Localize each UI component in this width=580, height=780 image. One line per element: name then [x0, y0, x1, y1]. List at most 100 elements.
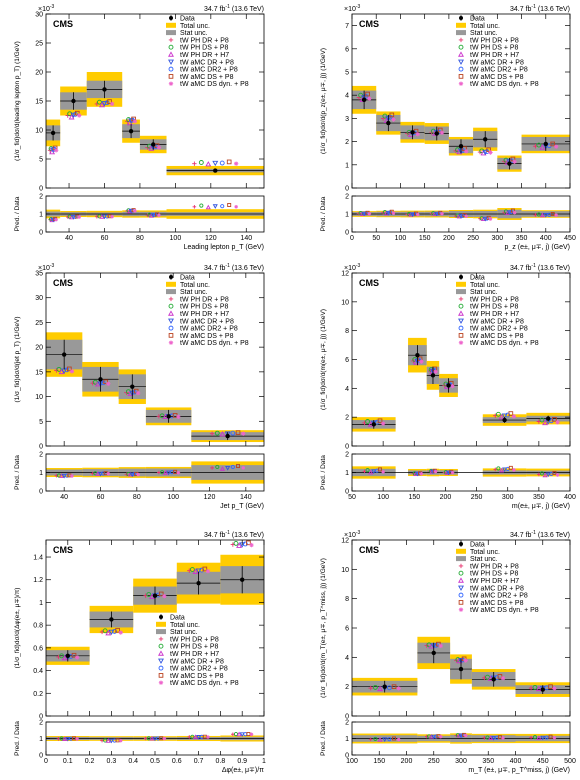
y-multiplier: ×10-3	[38, 263, 55, 272]
x-tick-label: 0.1	[63, 758, 73, 765]
x-tick-label: 200	[401, 758, 413, 765]
y-multiplier-exp: -3	[356, 263, 361, 269]
legend-label: tW PH DR + H7	[180, 311, 229, 318]
prediction-marker	[539, 144, 546, 150]
legend-label: tW aMC DS dyn. + P8	[470, 607, 539, 614]
ratio-prediction-marker	[368, 469, 374, 475]
x-tick-label: 400	[540, 235, 552, 242]
ratio-prediction-marker	[233, 732, 239, 737]
prediction-marker	[372, 684, 378, 690]
x-tick-label: 80	[136, 235, 144, 242]
legend-label: tW PH DR + P8	[170, 636, 219, 643]
ratio-prediction-marker	[70, 214, 77, 220]
legend-label: Total unc.	[170, 622, 200, 629]
ratio-axis-label: Pred. / Data	[320, 721, 327, 756]
prediction-marker	[246, 540, 251, 546]
x-tick-label: 60	[101, 235, 109, 242]
legend-label: tW PH DS + P8	[470, 304, 519, 311]
y-tick-label: 1.4	[33, 555, 43, 562]
ratio-prediction-marker	[463, 733, 468, 738]
legend-stat-swatch	[456, 289, 466, 295]
legend-m5-marker	[458, 325, 464, 331]
lumi-sup: -1	[225, 530, 230, 536]
ratio-prediction-marker	[70, 474, 74, 478]
prediction-marker	[224, 431, 231, 437]
ratio-prediction-marker	[77, 215, 81, 219]
ratio-prediction-marker	[146, 736, 151, 741]
prediction-marker	[209, 431, 215, 436]
ratio-prediction-marker	[104, 214, 110, 219]
ratio-prediction-marker	[392, 736, 397, 741]
ratio-y-tick-label: 0	[39, 489, 43, 496]
data-point	[540, 687, 545, 692]
x-tick-label: 0.3	[107, 758, 117, 765]
legend-label: Data	[470, 16, 485, 23]
x-tick-label: 1	[262, 758, 266, 765]
legend-m2-marker	[458, 44, 464, 50]
data-point	[546, 416, 551, 421]
ratio-prediction-marker	[227, 203, 232, 207]
y-tick-label: 5	[39, 157, 43, 164]
ratio-prediction-marker	[62, 736, 68, 742]
lumi-sup: -1	[531, 530, 536, 536]
data-point	[152, 593, 158, 598]
x-axis-label: Jet p_T (GeV)	[220, 503, 264, 510]
ratio-prediction-marker	[542, 472, 548, 478]
ratio-prediction-marker	[234, 205, 238, 209]
ratio-prediction-marker	[59, 473, 65, 478]
prediction-marker	[54, 368, 59, 373]
x-tick-label: 0.8	[216, 758, 226, 765]
ratio-prediction-marker	[365, 467, 370, 473]
legend-label: tW aMC DS + P8	[470, 333, 524, 340]
x-tick-label: 150	[408, 494, 420, 501]
legend-label: tW PH DR + P8	[180, 37, 229, 44]
x-axis-label: Δφ(e±, μ∓)/π	[222, 767, 264, 774]
legend-total-swatch	[456, 548, 466, 554]
lumi-value: 34.7 fb	[510, 532, 532, 539]
ratio-prediction-marker	[545, 472, 551, 478]
prediction-marker	[377, 685, 383, 692]
prediction-marker	[552, 686, 557, 691]
legend-label: tW aMC DS + P8	[470, 600, 524, 607]
legend-m1-marker	[158, 636, 164, 642]
ratio-prediction-marker	[381, 470, 385, 474]
legend-stat-swatch	[456, 30, 466, 36]
legend-m4-marker	[158, 658, 164, 664]
y-tick-label: 25	[35, 320, 43, 327]
prediction-marker	[539, 417, 545, 423]
ratio-prediction-marker	[206, 735, 210, 739]
lumi-label: 34.7 fb-1 (13.6 TeV)	[204, 263, 264, 272]
ratio-prediction-marker	[249, 732, 254, 737]
data-point	[102, 87, 107, 92]
legend-m7-marker	[458, 340, 464, 345]
data-point	[213, 168, 218, 173]
prediction-marker	[176, 414, 181, 420]
y-tick-label: 12	[341, 538, 349, 545]
legend-label: tW aMC DS dyn. + P8	[180, 81, 249, 88]
ratio-prediction-marker	[482, 216, 488, 222]
lumi-tail: (13.6 TeV)	[230, 532, 264, 539]
legend-label: tW PH DS + P8	[180, 304, 229, 311]
legend-label: tW aMC DS + P8	[470, 74, 524, 81]
ratio-prediction-marker	[199, 203, 204, 208]
ratio-prediction-marker	[64, 473, 69, 478]
y-tick-label: 20	[35, 345, 43, 352]
prediction-marker	[424, 643, 429, 648]
legend-label: Data	[180, 275, 195, 282]
prediction-marker	[510, 156, 516, 162]
y-tick-label: 4	[345, 386, 349, 393]
ratio-prediction-marker	[101, 471, 106, 476]
legend-total-swatch	[166, 281, 176, 287]
ratio-prediction-marker	[192, 205, 197, 209]
prediction-marker	[67, 366, 72, 372]
prediction-marker	[415, 131, 420, 137]
ratio-prediction-marker	[458, 214, 464, 219]
prediction-marker	[230, 430, 236, 436]
y-tick-label: 35	[35, 271, 43, 278]
y-tick-label: 10	[35, 128, 43, 135]
prediction-marker	[132, 119, 138, 124]
data-point	[151, 142, 156, 147]
